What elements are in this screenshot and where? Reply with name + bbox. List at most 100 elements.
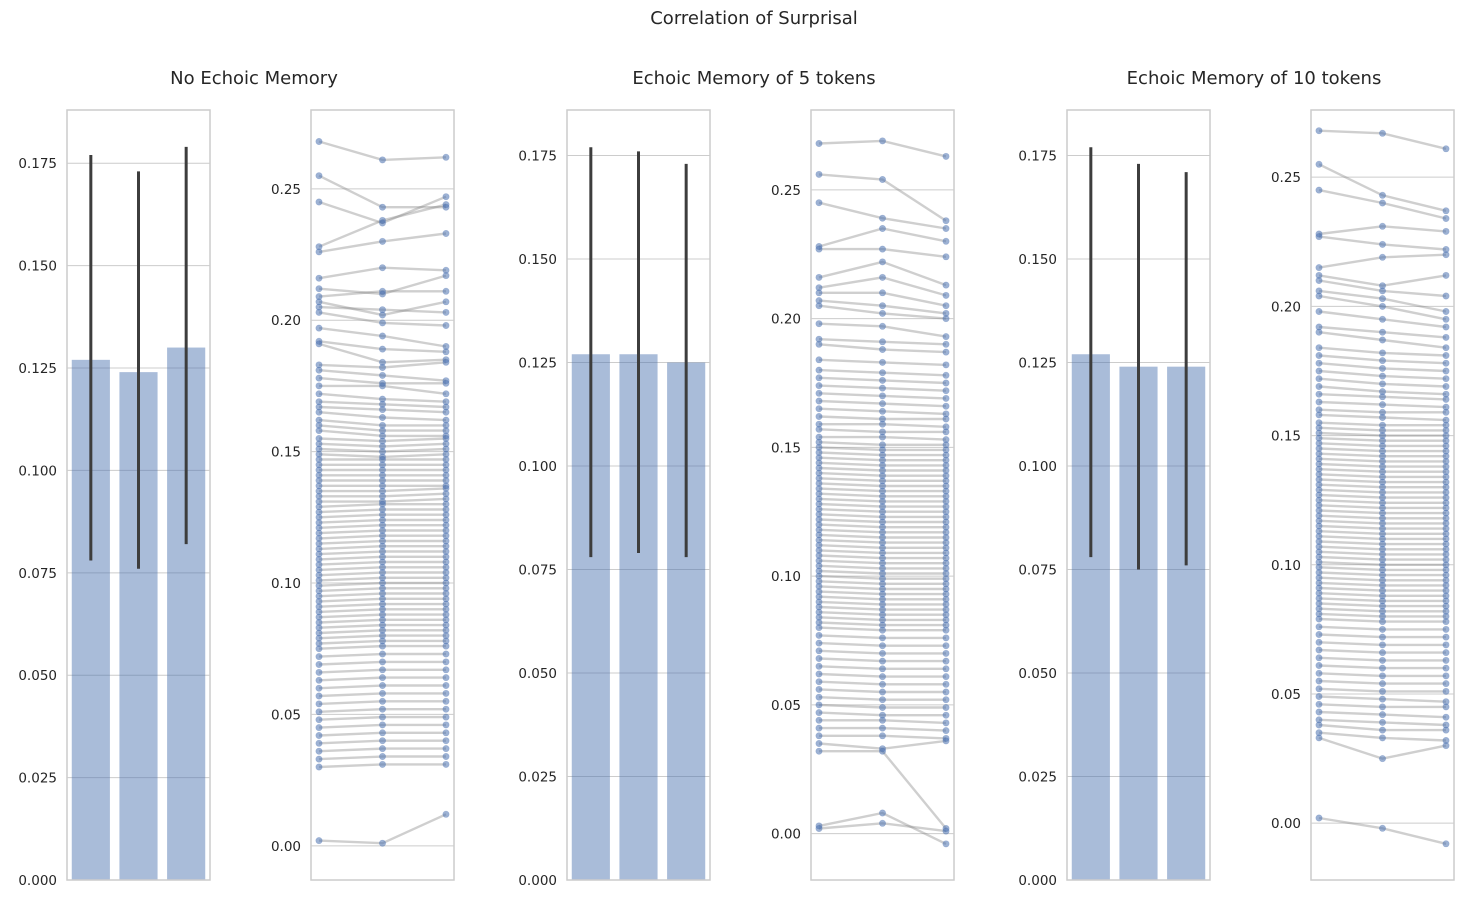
y-tick-label: 0.075 [1018,563,1057,579]
chart-panels: 0.000 0.025 0.050 0.075 0.100 0.125 0.150 0.175… [18,109,1455,889]
paired-point [878,673,886,681]
y-tick-label: 0.150 [1018,252,1057,268]
paired-point [815,624,823,632]
paired-point [815,670,823,678]
paired-point [815,412,823,420]
y-tick-label: 0.125 [18,361,57,377]
paired-point [1315,264,1323,272]
paired-point [315,837,323,845]
paired-point [942,387,950,395]
paired-point [1315,328,1323,336]
paired-point [878,716,886,724]
paired-point [1442,271,1450,279]
paired-point [1442,713,1450,721]
paired-point [315,138,323,146]
paired-point [878,338,886,346]
paired-point [878,289,886,297]
paired-point [378,737,386,745]
paired-point [815,716,823,724]
paired-point [315,340,323,348]
paired-point [442,745,450,753]
y-tick-label: 0.025 [518,770,557,786]
paired-point [942,237,950,245]
paired-point [1442,315,1450,323]
paired-point [1379,672,1387,680]
paired-point [442,298,450,306]
paired-point [378,713,386,721]
y-tick-label: 0.150 [18,259,57,275]
y-tick-label: 0.100 [1018,459,1057,475]
paired-point [1315,367,1323,375]
paired-point [315,700,323,708]
paired-point [815,366,823,374]
paired-point [1442,656,1450,664]
y-tick-label: 0.15 [1271,429,1301,445]
bar-panel-0: 0.000 0.025 0.050 0.075 0.100 0.125 0.150 0.175 [18,109,211,889]
paired-point [815,732,823,740]
paired-point [878,302,886,310]
paired-point [1315,700,1323,708]
paired-point [1315,685,1323,693]
paired-point [1442,726,1450,734]
paired-point [442,642,450,650]
paired-point [1315,638,1323,646]
paired-point [815,662,823,670]
paired-point [442,321,450,329]
paired-point [378,642,386,650]
paired-point [1442,840,1450,848]
paired-point [1442,307,1450,315]
paired-point [942,696,950,704]
paired-point [315,324,323,332]
paired-point [315,374,323,382]
y-tick-label: 0.050 [18,668,57,684]
paired-point [442,760,450,768]
paired-point [1315,186,1323,194]
y-tick-label: 0.25 [271,182,301,198]
paired-panel-1: 0.00 0.05 0.10 0.15 0.20 0.25 [271,109,455,881]
paired-point [315,408,323,416]
paired-point [1379,649,1387,657]
paired-point [442,348,450,356]
paired-point [878,137,886,145]
paired-point [442,650,450,658]
paired-point [1379,380,1387,388]
paired-point [442,705,450,713]
paired-point [878,273,886,281]
paired-point [878,225,886,233]
paired-point [1379,695,1387,703]
paired-point [1442,618,1450,626]
paired-point [1315,307,1323,315]
paired-point [815,654,823,662]
paired-point [1315,351,1323,359]
paired-point [1379,633,1387,641]
paired-point [378,674,386,682]
paired-point [1315,398,1323,406]
paired-point [315,708,323,716]
y-tick-label: 0.050 [518,666,557,682]
paired-point [378,721,386,729]
paired-point [378,345,386,353]
paired-point [315,676,323,684]
y-tick-label: 0.15 [271,445,301,461]
paired-point [378,705,386,713]
paired-point [378,216,386,224]
paired-point [942,415,950,423]
paired-point [1315,654,1323,662]
paired-point [815,747,823,755]
paired-point [878,322,886,330]
paired-point [942,649,950,657]
paired-point [1442,344,1450,352]
paired-point [878,732,886,740]
paired-point [878,809,886,817]
paired-point [1379,755,1387,763]
paired-point [1315,233,1323,241]
paired-point [1379,703,1387,711]
paired-point [378,839,386,847]
paired-point [942,673,950,681]
paired-point [815,382,823,390]
paired-point [1379,328,1387,336]
paired-point [442,230,450,238]
paired-point [1442,207,1450,215]
paired-point [1315,669,1323,677]
